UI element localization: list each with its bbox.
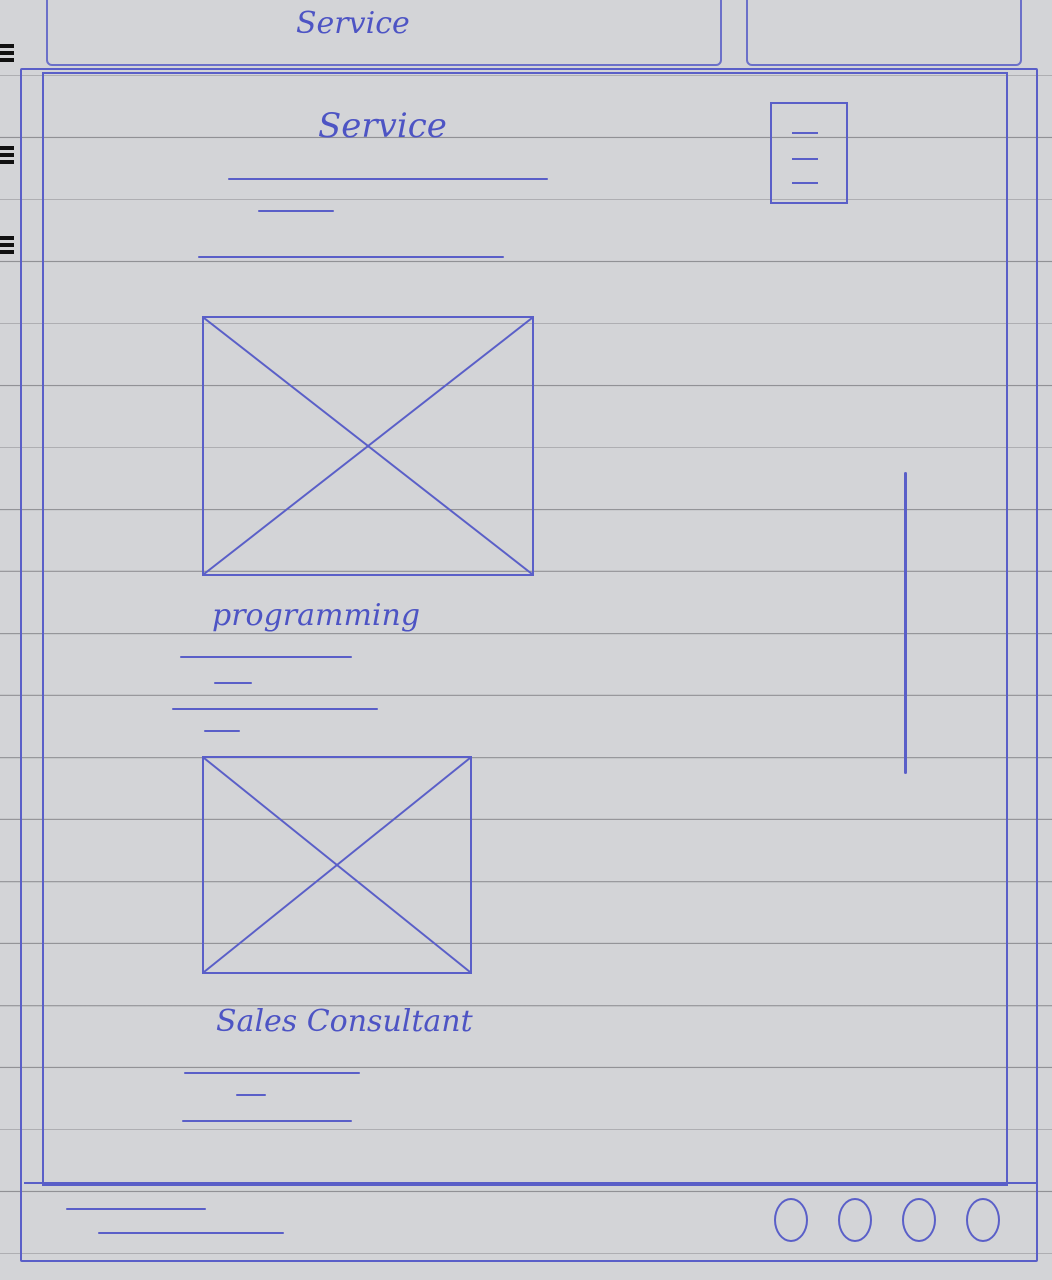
service-item-label[interactable]: Sales Consultant bbox=[216, 1004, 473, 1039]
text-placeholder-line bbox=[184, 1072, 360, 1074]
menu-line bbox=[792, 158, 818, 160]
text-placeholder-line bbox=[172, 708, 378, 710]
social-circle-icon[interactable] bbox=[966, 1198, 1000, 1242]
service-item-label[interactable]: programming bbox=[212, 598, 421, 633]
footer bbox=[24, 1182, 1036, 1258]
header-tab-title: Service bbox=[296, 6, 410, 41]
menu-line bbox=[792, 182, 818, 184]
social-circle-icon[interactable] bbox=[838, 1198, 872, 1242]
text-placeholder-line bbox=[180, 656, 352, 658]
image-placeholder-icon bbox=[202, 756, 472, 974]
footer-text-line bbox=[66, 1208, 206, 1210]
menu-line bbox=[792, 132, 818, 134]
page-title: Service bbox=[318, 106, 447, 146]
text-placeholder-line bbox=[198, 256, 504, 258]
binding-mark bbox=[0, 44, 14, 62]
hamburger-menu-icon[interactable] bbox=[770, 102, 848, 204]
text-placeholder-line bbox=[236, 1094, 266, 1096]
main-content-frame bbox=[42, 72, 1008, 1186]
header-tab[interactable] bbox=[46, 0, 722, 66]
binding-mark bbox=[0, 146, 14, 164]
social-circle-icon[interactable] bbox=[774, 1198, 808, 1242]
binding-mark bbox=[0, 236, 14, 254]
text-placeholder-line bbox=[228, 178, 548, 180]
social-circle-icon[interactable] bbox=[902, 1198, 936, 1242]
text-placeholder-line bbox=[182, 1120, 352, 1122]
footer-text-line bbox=[98, 1232, 284, 1234]
text-placeholder-line bbox=[214, 682, 252, 684]
text-placeholder-line bbox=[258, 210, 334, 212]
main-frame bbox=[20, 68, 1038, 1262]
scrollbar[interactable] bbox=[904, 472, 907, 774]
image-placeholder-icon bbox=[202, 316, 534, 576]
text-placeholder-line bbox=[204, 730, 240, 732]
header-tab-secondary[interactable] bbox=[746, 0, 1022, 66]
